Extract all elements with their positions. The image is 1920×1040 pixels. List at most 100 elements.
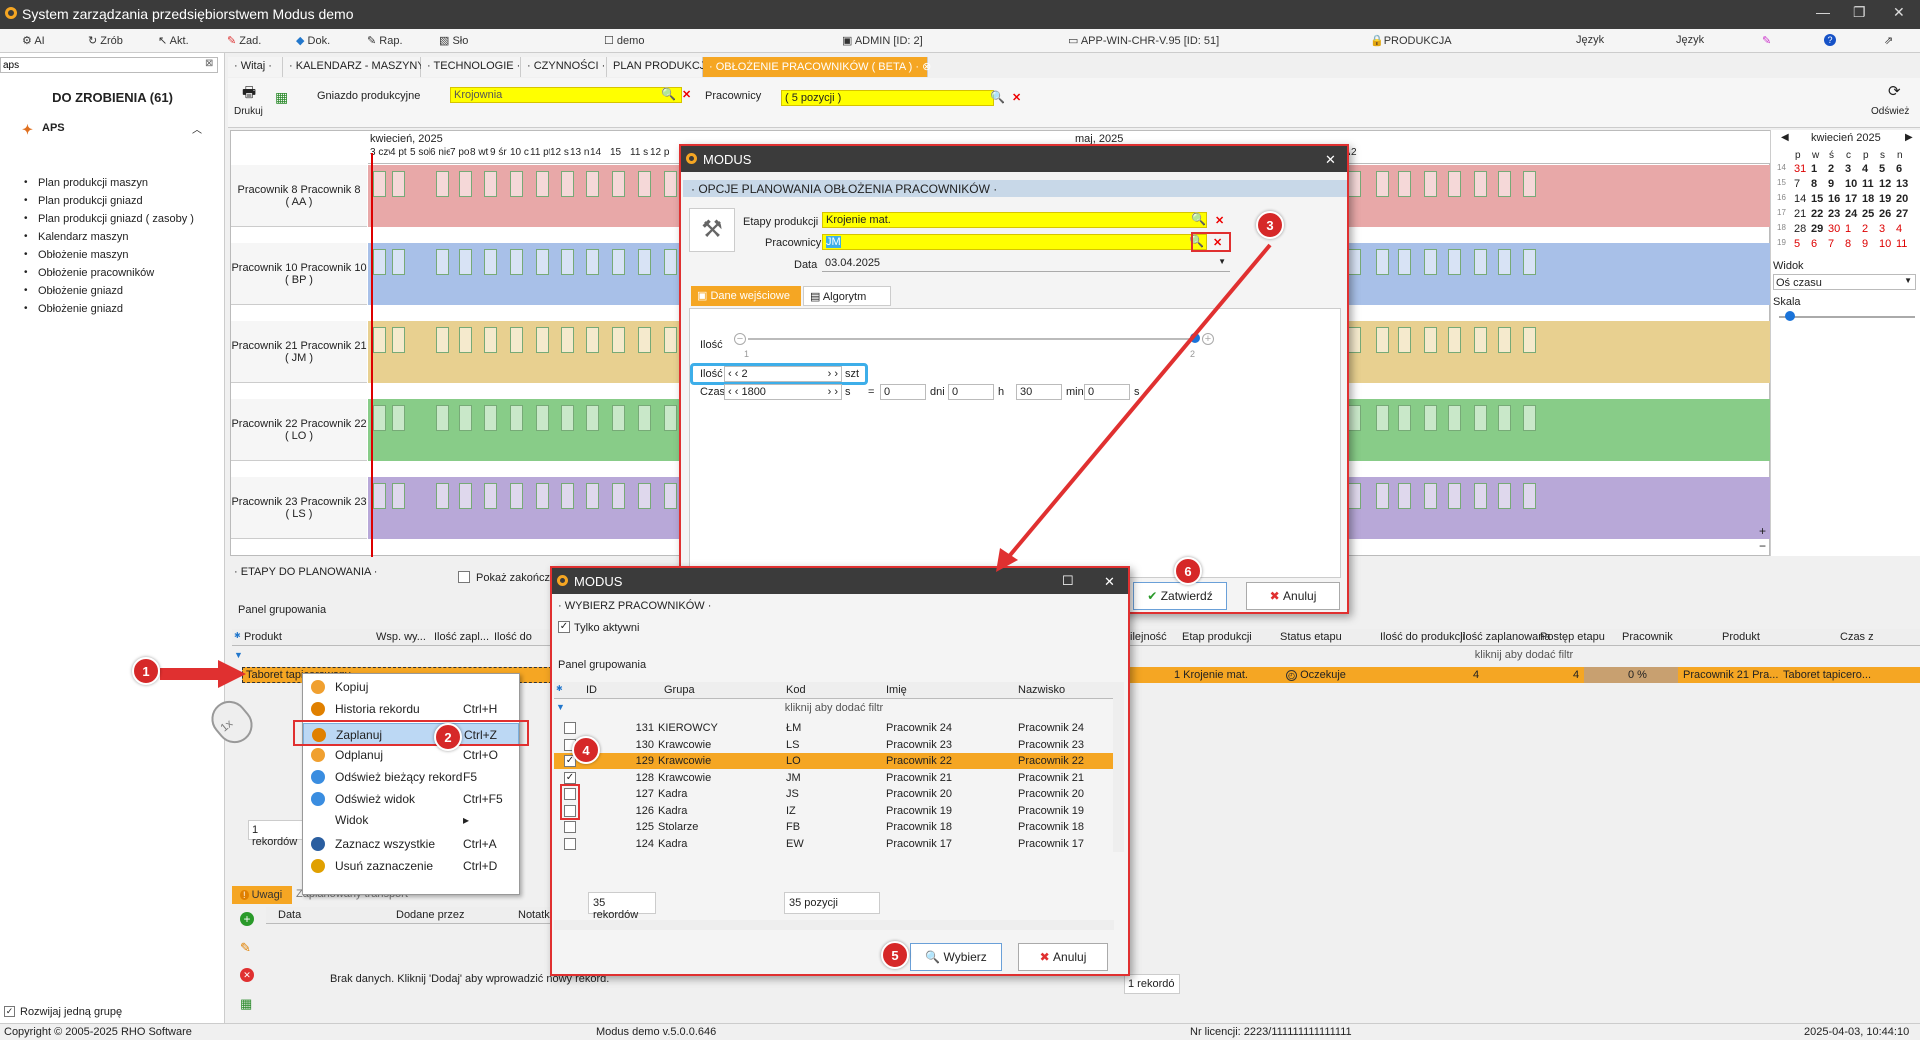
- calendar-day[interactable]: 11: [1896, 238, 1908, 250]
- task-block[interactable]: [1348, 327, 1361, 353]
- worker-row[interactable]: 126 Kadra IZ Pracownik 19 Pracownik 19: [554, 803, 1114, 819]
- calendar-day[interactable]: 16: [1828, 193, 1841, 205]
- calendar-day[interactable]: 20: [1896, 193, 1909, 205]
- task-block[interactable]: [436, 249, 449, 275]
- ilosc-slider[interactable]: [748, 338, 1198, 340]
- calendar-day[interactable]: 31: [1794, 163, 1807, 175]
- task-block[interactable]: [1498, 405, 1511, 431]
- pracownicy-field[interactable]: ( 5 pozycji ): [781, 90, 994, 106]
- calendar-day[interactable]: 4: [1896, 223, 1903, 235]
- task-block[interactable]: [664, 171, 677, 197]
- toolbar-slo[interactable]: ▧ Sło: [439, 35, 469, 47]
- filter-hint[interactable]: kliknij aby dodać filtr: [1474, 649, 1574, 661]
- filter-hint[interactable]: kliknij aby dodać filtr: [784, 702, 884, 714]
- calendar-day[interactable]: 8: [1845, 238, 1852, 250]
- task-block[interactable]: [1348, 405, 1361, 431]
- task-block[interactable]: [373, 483, 386, 509]
- calendar-day[interactable]: 24: [1845, 208, 1858, 220]
- task-block[interactable]: [1474, 327, 1487, 353]
- menu-item-usuń-zaznaczenie[interactable]: Usuń zaznaczenie Ctrl+D: [303, 855, 519, 877]
- search-input[interactable]: [0, 57, 218, 73]
- toolbar-akt[interactable]: ↖ Akt.: [158, 35, 189, 47]
- task-block[interactable]: [536, 483, 549, 509]
- calendar-day[interactable]: 25: [1862, 208, 1875, 220]
- tab-kalendarz[interactable]: · KALENDARZ - MASZYNY ·: [283, 57, 431, 77]
- row-checkbox[interactable]: [564, 722, 576, 734]
- task-block[interactable]: [1348, 249, 1361, 275]
- calendar-day[interactable]: 17: [1845, 193, 1858, 205]
- task-block[interactable]: [1348, 483, 1361, 509]
- task-block[interactable]: [586, 405, 599, 431]
- task-block[interactable]: [1474, 405, 1487, 431]
- task-block[interactable]: [1448, 483, 1461, 509]
- task-block[interactable]: [484, 483, 497, 509]
- task-block[interactable]: [536, 249, 549, 275]
- lookup-icon[interactable]: 🔍: [1191, 212, 1206, 226]
- task-block[interactable]: [561, 405, 574, 431]
- vertical-scrollbar[interactable]: [1113, 682, 1124, 852]
- sidebar-item[interactable]: Obłożenie maszyn: [38, 249, 129, 261]
- clear-search-icon[interactable]: ⊠: [205, 58, 214, 69]
- col-header[interactable]: Postęp etapu: [1540, 631, 1605, 643]
- calendar-day[interactable]: 7: [1828, 238, 1835, 250]
- menu-item-zaplanuj[interactable]: Zaplanuj Ctrl+Z: [303, 723, 519, 745]
- task-block[interactable]: [561, 171, 574, 197]
- task-block[interactable]: [1498, 327, 1511, 353]
- task-block[interactable]: [612, 405, 625, 431]
- hours-field[interactable]: 0: [948, 384, 994, 400]
- task-block[interactable]: [1498, 171, 1511, 197]
- task-block[interactable]: [561, 327, 574, 353]
- collapse-icon[interactable]: ︿: [192, 125, 202, 136]
- task-block[interactable]: [638, 327, 651, 353]
- menu-item-kopiuj[interactable]: Kopiuj: [303, 676, 519, 698]
- slider-minus-icon[interactable]: −: [734, 333, 746, 345]
- cancel-button[interactable]: ✖ Anuluj: [1246, 582, 1340, 610]
- clear-icon[interactable]: ✕: [1213, 237, 1223, 249]
- delete-icon[interactable]: ✕: [240, 968, 254, 982]
- task-block[interactable]: [1448, 405, 1461, 431]
- tab-uwagi[interactable]: ! Uwagi: [232, 886, 292, 904]
- dialog-close-icon[interactable]: ✕: [1104, 574, 1115, 589]
- col-dodane[interactable]: Dodane przez: [396, 909, 465, 921]
- task-block[interactable]: [392, 327, 405, 353]
- excel-icon[interactable]: ▦: [240, 996, 253, 1011]
- col-header[interactable]: Czas z: [1840, 631, 1874, 643]
- toolbar-dok[interactable]: ◆ Dok.: [296, 35, 331, 47]
- minutes-field[interactable]: 30: [1016, 384, 1062, 400]
- dialog-close-icon[interactable]: ✕: [1325, 152, 1336, 167]
- calendar-day[interactable]: 1: [1845, 223, 1852, 235]
- refresh-label[interactable]: Odśwież: [1871, 106, 1910, 117]
- task-block[interactable]: [1448, 249, 1461, 275]
- toolbar-lang-2[interactable]: Język: [1676, 34, 1705, 46]
- task-block[interactable]: [1498, 249, 1511, 275]
- task-block[interactable]: [664, 405, 677, 431]
- task-block[interactable]: [1523, 405, 1536, 431]
- task-block[interactable]: [392, 405, 405, 431]
- col-header[interactable]: Etap produkcji: [1182, 631, 1252, 643]
- calendar-day[interactable]: 12: [1879, 178, 1892, 190]
- task-block[interactable]: [459, 483, 472, 509]
- gniazdo-field[interactable]: Krojownia: [450, 87, 682, 103]
- task-block[interactable]: [1523, 483, 1536, 509]
- close-button[interactable]: ✕: [1893, 4, 1905, 20]
- tab-technologie[interactable]: · TECHNOLOGIE ·: [421, 57, 521, 77]
- etapy-row-right[interactable]: 1 Krojenie mat. ◴ Oczekuje 4 4 0 % Praco…: [1128, 667, 1920, 683]
- task-block[interactable]: [373, 171, 386, 197]
- worker-row[interactable]: 130 Krawcowie LS Pracownik 23 Pracownik 23: [554, 737, 1114, 753]
- horizontal-scrollbar[interactable]: [554, 920, 1114, 930]
- print-label[interactable]: Drukuj: [234, 106, 263, 117]
- task-block[interactable]: [561, 249, 574, 275]
- col-header[interactable]: ilejność: [1130, 631, 1167, 643]
- task-block[interactable]: [1398, 483, 1411, 509]
- scale-slider[interactable]: [1779, 316, 1915, 318]
- task-block[interactable]: [586, 249, 599, 275]
- task-block[interactable]: [1448, 171, 1461, 197]
- col-grupa[interactable]: Grupa: [664, 684, 695, 696]
- col-header[interactable]: Ilość do produkcji: [1380, 631, 1465, 643]
- col-wsp[interactable]: Wsp. wy...: [376, 631, 426, 643]
- brush-icon[interactable]: ✎: [1762, 35, 1772, 47]
- toolbar-zrob[interactable]: ↻ Zrób: [88, 35, 123, 47]
- prev-month-icon[interactable]: ◀: [1781, 132, 1789, 143]
- tab-oblozenie-pracownikow[interactable]: · OBŁOŻENIE PRACOWNIKÓW ( BETA ) · ⊗: [703, 57, 931, 77]
- task-block[interactable]: [436, 483, 449, 509]
